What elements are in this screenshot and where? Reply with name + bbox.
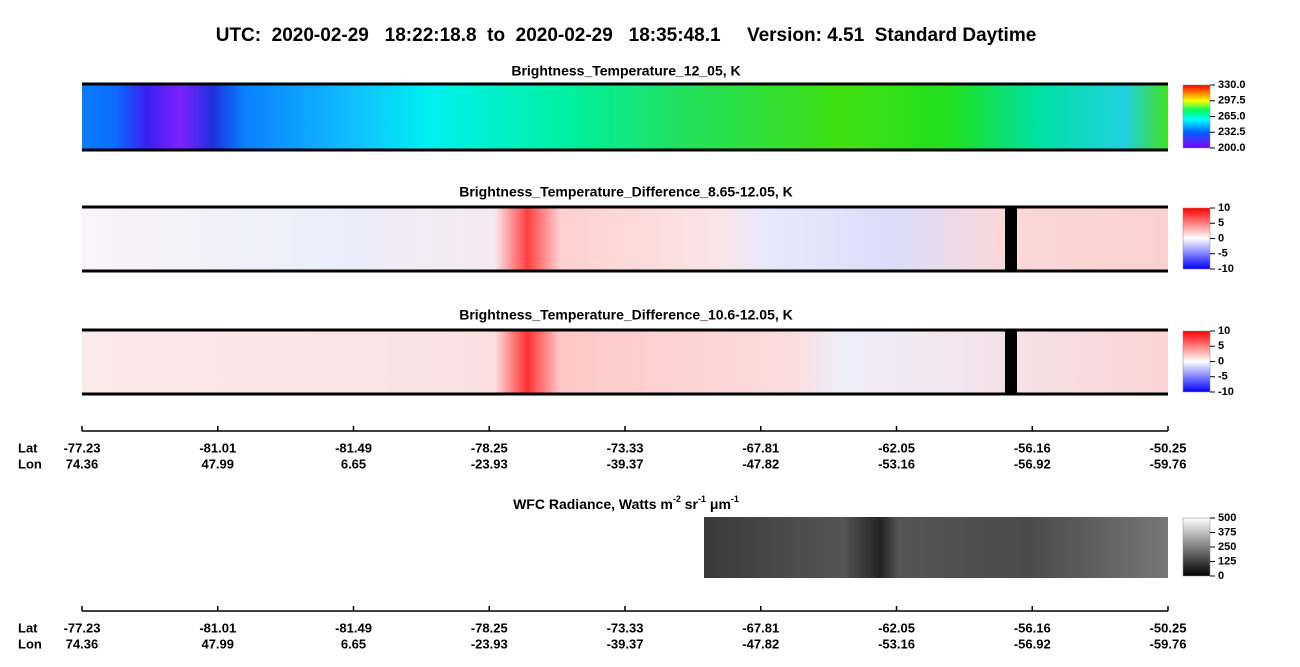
lat-label: -67.81: [742, 440, 779, 455]
superscript: -2: [673, 494, 681, 504]
lat-label: -81.01: [199, 620, 236, 635]
lat-label: -73.33: [607, 440, 644, 455]
lon-label: 47.99: [201, 636, 234, 651]
lat-label: -62.05: [878, 440, 915, 455]
lon-label: 47.99: [201, 456, 234, 471]
page-title: UTC: 2020-02-29 18:22:18.8 to 2020-02-29…: [216, 25, 1037, 46]
colorbar-label: -5: [1218, 371, 1228, 383]
colorbar-label: -10: [1218, 386, 1234, 398]
lat-label: -77.23: [64, 620, 101, 635]
colorbar-label: 5: [1218, 340, 1224, 352]
colorbar-label: 265.0: [1218, 110, 1246, 122]
colorbar: [1182, 84, 1211, 149]
lat-label: -78.25: [471, 440, 508, 455]
gap-band: [1005, 330, 1017, 394]
title-part: μm: [706, 496, 731, 512]
lat-label: -81.49: [335, 620, 372, 635]
superscript: -1: [731, 494, 739, 504]
colorbar-label: 297.5: [1218, 95, 1246, 107]
lat-label: -50.25: [1150, 620, 1187, 635]
lat-label: -67.81: [742, 620, 779, 635]
lat-label: -73.33: [607, 620, 644, 635]
colorbar-label: 200.0: [1218, 142, 1246, 154]
lon-label: -47.82: [742, 636, 779, 651]
colorbar-label: 500: [1218, 512, 1236, 524]
lon-label: -39.37: [607, 636, 644, 651]
lon-label: 74.36: [66, 636, 99, 651]
colorbar: [1182, 207, 1211, 270]
colorbar-label: 250: [1218, 541, 1236, 553]
row-label: Lat: [18, 620, 38, 635]
colorbar: [1182, 517, 1211, 577]
image-wfc: [704, 517, 1168, 578]
colorbar-label: 10: [1218, 202, 1230, 214]
lon-label: 74.36: [66, 456, 99, 471]
image-bt12: [82, 84, 1168, 150]
colorbar-label: 232.5: [1218, 126, 1246, 138]
panel-title: Brightness_Temperature_Difference_10.6-1…: [459, 307, 793, 323]
lon-label: -59.76: [1150, 456, 1187, 471]
row-label: Lat: [18, 440, 38, 455]
panel-title: Brightness_Temperature_Difference_8.65-1…: [459, 184, 793, 200]
lon-label: -59.76: [1150, 636, 1187, 651]
title-part: WFC Radiance, Watts m: [513, 496, 673, 512]
superscript: -1: [698, 494, 706, 504]
annotations: Brightness_Temperature_12_05, K 330.0 297.…: [18, 63, 1246, 652]
colorbar-label: 125: [1218, 555, 1236, 567]
panel-title: Brightness_Temperature_12_05, K: [511, 63, 740, 79]
colorbar-label: 10: [1218, 325, 1230, 337]
lon-label: -23.93: [471, 636, 508, 651]
row-label: Lon: [18, 456, 42, 471]
colorbar-label: 0: [1218, 355, 1224, 367]
lat-label: -50.25: [1150, 440, 1187, 455]
colorbar-label: 0: [1218, 232, 1224, 244]
lat-label: -81.49: [335, 440, 372, 455]
lon-label: -53.16: [878, 636, 915, 651]
lat-label: -78.25: [471, 620, 508, 635]
panel-title: WFC Radiance, Watts m-2 sr-1 μm-1: [513, 494, 739, 511]
row-label: Lon: [18, 636, 42, 651]
colorbar-label: 330.0: [1218, 79, 1246, 91]
title-part: sr: [681, 496, 699, 512]
colorbar: [1182, 330, 1211, 393]
lat-label: -62.05: [878, 620, 915, 635]
colorbar-label: -5: [1218, 248, 1228, 260]
lon-label: 6.65: [341, 636, 366, 651]
image-btd865: [82, 207, 1168, 271]
image-btd106: [82, 330, 1168, 394]
lon-label: -53.16: [878, 456, 915, 471]
colorbar-label: 0: [1218, 570, 1224, 582]
gap-band: [1005, 207, 1017, 271]
lat-label: -56.16: [1014, 620, 1051, 635]
lat-label: -56.16: [1014, 440, 1051, 455]
colorbar-label: -10: [1218, 263, 1234, 275]
colorbar-label: 375: [1218, 526, 1236, 538]
lon-label: -56.92: [1014, 456, 1051, 471]
lon-label: -23.93: [471, 456, 508, 471]
colorbar-label: 5: [1218, 217, 1224, 229]
lat-label: -77.23: [64, 440, 101, 455]
lon-label: -56.92: [1014, 636, 1051, 651]
lon-label: 6.65: [341, 456, 366, 471]
lon-label: -39.37: [607, 456, 644, 471]
lat-label: -81.01: [199, 440, 236, 455]
lon-label: -47.82: [742, 456, 779, 471]
